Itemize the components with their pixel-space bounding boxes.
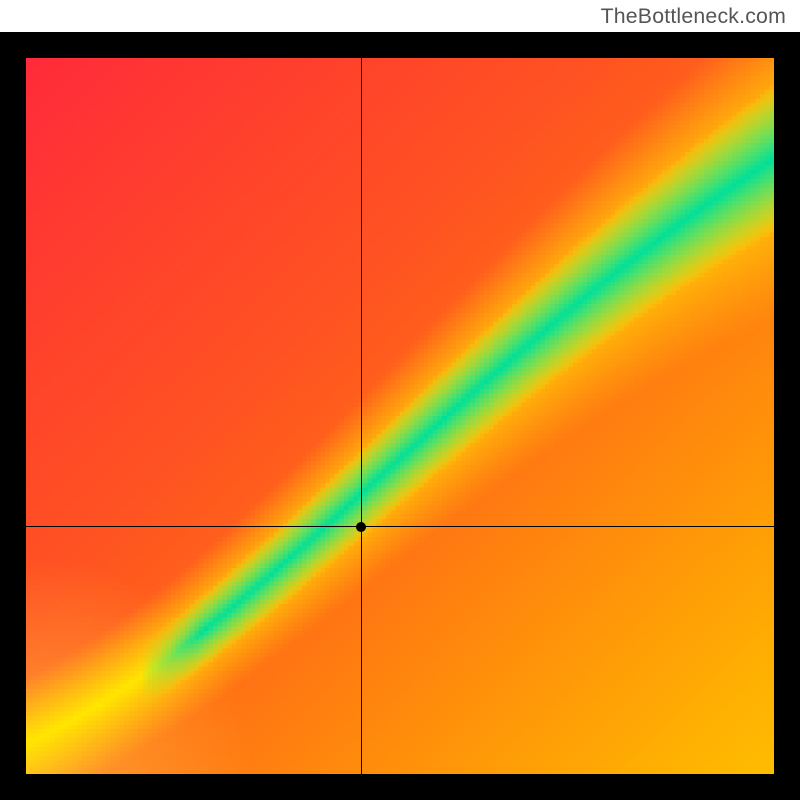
crosshair-vertical (361, 58, 362, 774)
watermark-text: TheBottleneck.com (601, 4, 786, 29)
crosshair-horizontal (26, 526, 774, 527)
plot-area (0, 32, 800, 800)
marker-dot (361, 527, 362, 528)
heatmap-canvas (26, 58, 774, 774)
chart-container: TheBottleneck.com (0, 0, 800, 800)
